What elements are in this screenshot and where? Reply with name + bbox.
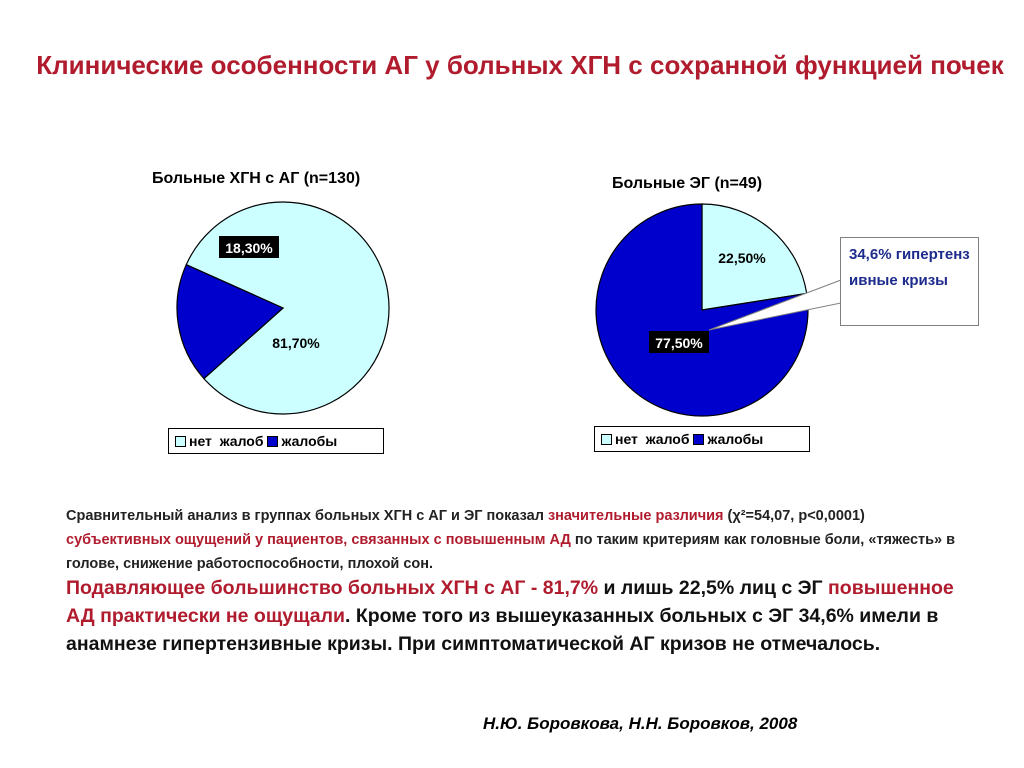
- p1-text-a: Сравнительный анализ в группах больных Х…: [66, 508, 548, 524]
- pie-slice-no-complaints: [701, 203, 808, 311]
- data-label-bg: [649, 331, 709, 353]
- p2-text-b: и лишь 22,5% лиц с ЭГ: [598, 577, 829, 599]
- p1-highlight-sensations: субъективных ощущений у пациентов, связа…: [66, 532, 571, 548]
- chart2-title: Больные ЭГ (n=49): [612, 175, 763, 192]
- conclusion-paragraph: Подавляющее большинство больных ХГН с АГ…: [66, 574, 966, 658]
- author-citation: Н.Ю. Боровкова, Н.Н. Боровков, 2008: [483, 714, 798, 733]
- comparison-paragraph: Сравнительный анализ в группах больных Х…: [66, 504, 966, 576]
- p2-text-d: . Кроме того из вышеуказанных больных с …: [66, 605, 939, 655]
- data-label-complaints: 18,30%: [225, 240, 273, 256]
- hypertensive-crisis-callout: 34,6% гипертензивные кризы: [840, 237, 979, 326]
- p2-highlight-not-felt: повышенное АД практически не ощущали: [66, 577, 954, 627]
- p1-text-e: по таким критериям как головные боли, «т…: [66, 532, 956, 572]
- data-label-no-complaints: 81,70%: [272, 335, 320, 351]
- chart1-legend: нет жалоб жалобы: [168, 428, 384, 454]
- pie-slice-complaints: [595, 203, 809, 417]
- p1-text-c: (χ²=54,07, р<0,0001): [723, 508, 865, 524]
- legend-item-complaints: жалобы: [693, 431, 763, 447]
- legend-label-complaints: жалобы: [707, 431, 764, 447]
- p1-highlight-significant: значительные различия: [547, 508, 724, 524]
- data-label-bg: [219, 236, 279, 258]
- slide-title: Клинические особенности АГ у больных ХГН…: [36, 50, 1004, 80]
- chart1-title: Больные ХГН с АГ (n=130): [152, 170, 361, 187]
- data-label-no-complaints: 22,50%: [718, 250, 766, 266]
- legend-item-no-complaints: нет жалоб: [601, 431, 689, 447]
- chart2-legend: нет жалоб жалобы: [594, 426, 810, 452]
- legend-swatch-complaints: [693, 433, 705, 445]
- legend-swatch-no-complaints: [175, 435, 186, 447]
- legend-swatch-complaints: [267, 435, 279, 447]
- legend-label-no-complaints: нет жалоб: [189, 433, 264, 449]
- legend-item-no-complaints: нет жалоб: [175, 433, 263, 449]
- legend-label-no-complaints: нет жалоб: [615, 431, 690, 447]
- p2-highlight-majority: Подавляющее большинство больных ХГН с АГ…: [66, 577, 599, 599]
- legend-label-complaints: жалобы: [281, 433, 338, 449]
- pie-slice-complaints: [176, 263, 285, 380]
- data-label-complaints: 77,50%: [655, 335, 703, 351]
- legend-swatch-no-complaints: [601, 433, 612, 445]
- legend-item-complaints: жалобы: [267, 433, 337, 449]
